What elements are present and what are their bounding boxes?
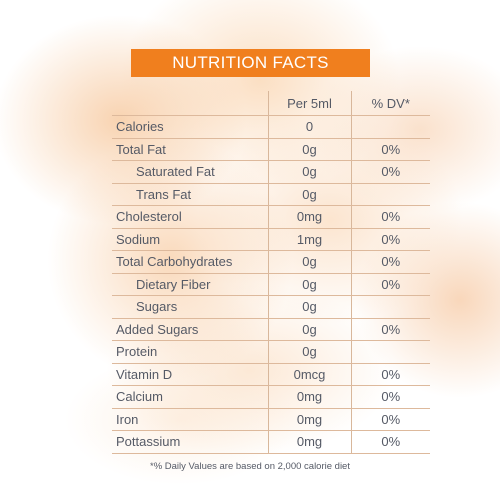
table-row: Cholesterol 0mg 0% xyxy=(112,205,430,229)
header-daily-value: % DV* xyxy=(350,91,430,116)
nutrient-daily-value xyxy=(350,295,430,319)
nutrient-daily-value xyxy=(350,183,430,206)
table-row: Calcium 0mg 0% xyxy=(112,385,430,409)
table-header-row: Per 5ml % DV* xyxy=(112,91,430,116)
title-banner: NUTRITION FACTS xyxy=(131,49,370,77)
nutrient-name: Pottassium xyxy=(112,430,268,454)
nutrient-name: Added Sugars xyxy=(112,318,268,341)
nutrient-name: Calcium xyxy=(112,385,268,409)
nutrient-daily-value xyxy=(350,340,430,364)
nutrient-amount: 0g xyxy=(267,295,351,319)
nutrient-daily-value: 0% xyxy=(350,205,430,229)
nutrient-name: Trans Fat xyxy=(112,183,268,206)
table-row: Iron 0mg 0% xyxy=(112,408,430,431)
nutrient-daily-value: 0% xyxy=(350,318,430,341)
nutrient-daily-value: 0% xyxy=(350,385,430,409)
table-row: Pottassium 0mg 0% xyxy=(112,430,430,454)
nutrient-daily-value: 0% xyxy=(350,138,430,161)
table-row: Trans Fat 0g xyxy=(112,183,430,206)
nutrient-name: Iron xyxy=(112,408,268,431)
page-title: NUTRITION FACTS xyxy=(172,53,329,72)
table-row: Sugars 0g xyxy=(112,295,430,319)
header-per-serving: Per 5ml xyxy=(267,91,351,116)
nutrient-name: Total Carbohydrates xyxy=(112,250,268,274)
nutrient-amount: 1mg xyxy=(267,228,351,251)
nutrient-amount: 0 xyxy=(267,115,351,139)
nutrient-daily-value: 0% xyxy=(350,408,430,431)
nutrient-amount: 0g xyxy=(267,160,351,184)
nutrient-daily-value: 0% xyxy=(350,160,430,184)
nutrition-table: Per 5ml % DV* Calories 0 Total Fat 0g 0% Satu… xyxy=(112,91,430,454)
nutrient-daily-value: 0% xyxy=(350,273,430,296)
nutrient-name: Dietary Fiber xyxy=(112,273,268,296)
nutrient-name: Saturated Fat xyxy=(112,160,268,184)
footnote: *% Daily Values are based on 2,000 calor… xyxy=(150,461,350,472)
nutrient-amount: 0mg xyxy=(267,385,351,409)
nutrient-daily-value: 0% xyxy=(350,430,430,454)
nutrient-name: Protein xyxy=(112,340,268,364)
nutrient-name: Sugars xyxy=(112,295,268,319)
table-row: Saturated Fat 0g 0% xyxy=(112,160,430,184)
header-nutrient-cell xyxy=(112,91,268,116)
nutrient-amount: 0g xyxy=(267,138,351,161)
table-body: Calories 0 Total Fat 0g 0% Saturated Fat 0g 0% T… xyxy=(112,115,430,454)
nutrient-daily-value xyxy=(350,115,430,139)
table-row: Total Carbohydrates 0g 0% xyxy=(112,250,430,274)
nutrient-name: Sodium xyxy=(112,228,268,251)
table-row: Sodium 1mg 0% xyxy=(112,228,430,251)
nutrient-amount: 0g xyxy=(267,183,351,206)
nutrient-name: Calories xyxy=(112,115,268,139)
nutrient-amount: 0mg xyxy=(267,205,351,229)
nutrient-daily-value: 0% xyxy=(350,228,430,251)
nutrient-name: Cholesterol xyxy=(112,205,268,229)
nutrient-amount: 0g xyxy=(267,250,351,274)
nutrient-amount: 0g xyxy=(267,318,351,341)
table-row: Total Fat 0g 0% xyxy=(112,138,430,161)
nutrient-amount: 0g xyxy=(267,273,351,296)
table-row: Added Sugars 0g 0% xyxy=(112,318,430,341)
nutrient-amount: 0mg xyxy=(267,408,351,431)
table-row: Vitamin D 0mcg 0% xyxy=(112,363,430,386)
nutrient-amount: 0g xyxy=(267,340,351,364)
table-row: Dietary Fiber 0g 0% xyxy=(112,273,430,296)
nutrient-daily-value: 0% xyxy=(350,363,430,386)
nutrient-daily-value: 0% xyxy=(350,250,430,274)
nutrient-amount: 0mg xyxy=(267,430,351,454)
table-row: Protein 0g xyxy=(112,340,430,364)
table-row: Calories 0 xyxy=(112,115,430,139)
nutrient-amount: 0mcg xyxy=(267,363,351,386)
nutrient-name: Total Fat xyxy=(112,138,268,161)
nutrient-name: Vitamin D xyxy=(112,363,268,386)
